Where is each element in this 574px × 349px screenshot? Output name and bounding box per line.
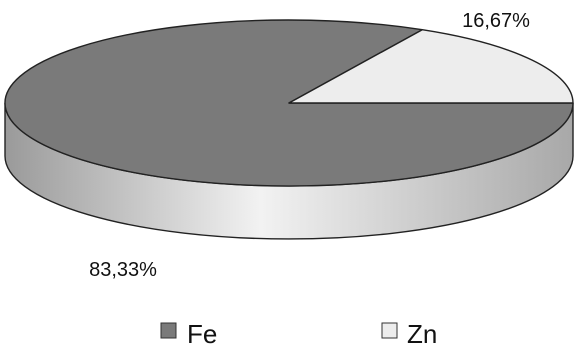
pie-area [4, 19, 574, 240]
legend: Fe Zn [160, 319, 437, 349]
legend-swatch-fe [160, 322, 177, 339]
slice-label-zn: 16,67% [462, 10, 530, 32]
legend-label-fe: Fe [187, 319, 217, 349]
legend-swatch-zn [381, 322, 398, 339]
slice-label-fe: 83,33% [89, 259, 157, 281]
pie-slice-zn [288, 29, 574, 104]
legend-label-zn: Zn [407, 319, 437, 349]
